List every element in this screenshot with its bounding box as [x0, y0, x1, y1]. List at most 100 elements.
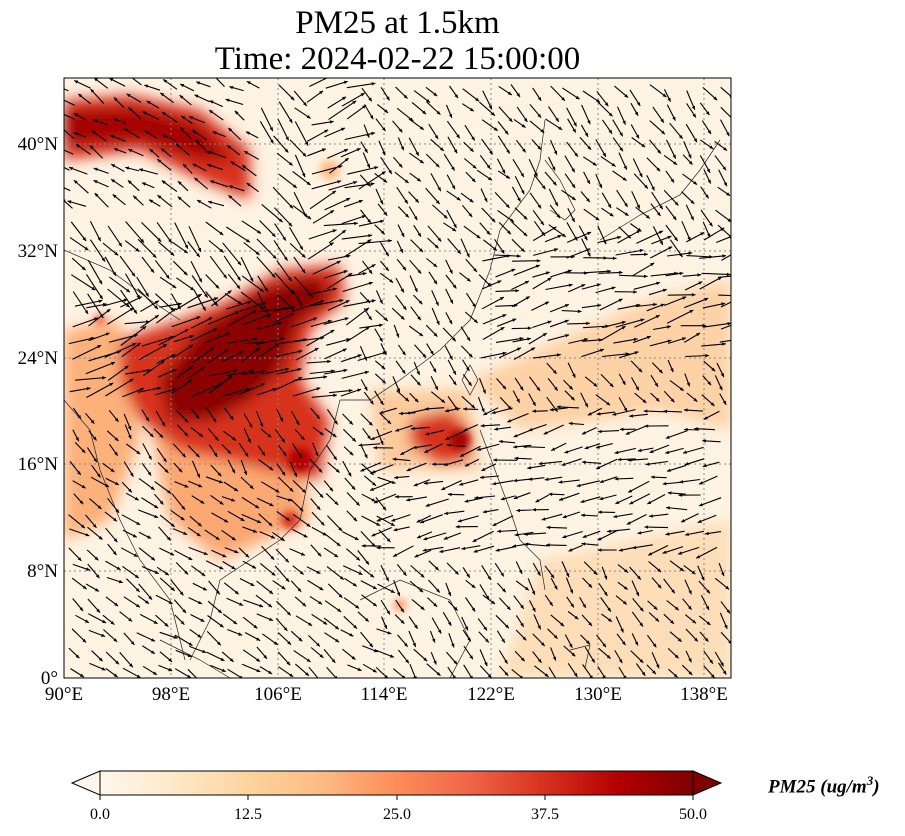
wind-vector-head [81, 484, 86, 489]
wind-vector-head [520, 604, 524, 609]
coastline-taiwan [461, 364, 479, 396]
wind-vector-head [453, 660, 458, 665]
wind-vector-head [677, 638, 682, 642]
wind-vector-head [721, 302, 726, 306]
wind-vector-head [355, 604, 360, 609]
wind-vector-head [415, 151, 419, 156]
wind-vector-shaft [277, 294, 294, 311]
wind-vector-head [524, 532, 528, 536]
wind-vector-head [334, 501, 339, 505]
wind-vector-head [336, 261, 341, 265]
wind-vector-head [242, 165, 246, 169]
wind-vector-shaft [581, 348, 605, 358]
wind-vector-head [452, 337, 456, 342]
wind-vector-head [400, 146, 404, 151]
wind-vector-head [480, 424, 485, 428]
wind-vector-head [82, 638, 87, 643]
wind-vector-head [344, 317, 349, 321]
wind-vector-head [688, 154, 692, 159]
wind-vector-head [517, 197, 521, 202]
wind-vector-head [434, 244, 439, 249]
wind-vector-shaft [550, 269, 572, 278]
wind-vector-head [237, 261, 242, 266]
wind-vector-head [154, 305, 158, 310]
wind-vector-head [425, 432, 430, 436]
wind-vector-head [139, 168, 143, 172]
wind-vector-head [651, 186, 655, 191]
wind-vector-shaft [192, 346, 215, 364]
wind-vector-head [92, 524, 97, 528]
wind-vector-shaft [175, 293, 202, 311]
wind-vector-head [455, 525, 460, 529]
wind-vector-head [525, 296, 530, 300]
wind-vector-head [151, 638, 155, 642]
wind-vector-head [439, 549, 444, 553]
wind-vector-head [571, 652, 576, 657]
wind-vector-head [145, 600, 149, 604]
wind-vector-head [425, 503, 430, 507]
wind-vector-head [259, 422, 263, 427]
wind-vector-head [112, 271, 116, 276]
wind-vector-head [627, 458, 632, 462]
wind-vector-head [642, 399, 647, 403]
wind-vector-shaft [720, 86, 731, 98]
wind-vector-head [415, 198, 419, 203]
wind-vector-head [337, 180, 342, 184]
wind-vector-shaft [173, 344, 194, 359]
wind-vector-shaft [566, 248, 591, 259]
wind-vector-head [481, 467, 486, 471]
wind-vector-head [553, 634, 558, 639]
wind-vector-head [298, 349, 303, 354]
wind-vector-shaft [274, 272, 295, 295]
wind-vector-head [634, 641, 638, 646]
wind-vector-shaft [223, 255, 241, 281]
wind-vector-shaft [306, 129, 329, 142]
wind-vector-shaft [703, 322, 731, 328]
x-tick-label: 122°E [467, 684, 515, 705]
wind-vector-head [215, 284, 220, 289]
wind-vector-head [706, 589, 710, 594]
wind-vector-shaft [663, 296, 687, 307]
wind-vector-shaft [256, 337, 285, 345]
wind-vector-head [348, 389, 353, 393]
wind-vector-shaft [617, 304, 641, 310]
wind-vector-head [611, 286, 616, 290]
wind-vector-head [416, 177, 421, 182]
wind-vector-shaft [311, 394, 338, 398]
wind-vector-head [184, 570, 189, 575]
wind-vector-head [238, 632, 243, 636]
wind-vector-head [423, 536, 428, 541]
wind-vector-head [571, 218, 575, 222]
wind-vector-head [129, 378, 134, 383]
wind-vector-head [221, 668, 226, 672]
wind-vector-head [722, 166, 727, 171]
colorbar: 0.0 12.5 25.0 37.5 50.0 [70, 770, 723, 823]
wind-vector-shaft [138, 343, 168, 361]
wind-vector-head [722, 670, 727, 675]
wind-vector-shaft [273, 306, 296, 312]
wind-vector-head [704, 637, 709, 642]
wind-vector-head [125, 303, 130, 308]
wind-vector-head [283, 627, 288, 631]
wind-vector-head [433, 660, 437, 665]
coastline-philippines [479, 429, 546, 591]
wind-vector-head [515, 289, 519, 293]
wind-vector-head [586, 640, 590, 645]
wind-vector-head [399, 248, 403, 253]
wind-vector-head [656, 167, 661, 172]
wind-vector-head [316, 570, 321, 574]
wind-vector-head [437, 187, 441, 192]
wind-vector-head [346, 198, 351, 202]
wind-vector-shaft [685, 354, 710, 358]
wind-vector-head [464, 626, 468, 631]
wind-vector-head [637, 448, 642, 453]
wind-vector-head [615, 500, 620, 504]
wind-vector-head [513, 495, 518, 500]
wind-vector-shaft [307, 287, 337, 296]
wind-vector-head [552, 226, 557, 231]
wind-vector-head [524, 542, 529, 546]
wind-vector-head [645, 462, 650, 466]
wind-vector-head [148, 455, 152, 460]
wind-vector-shaft [495, 337, 524, 343]
wind-vector-head [501, 638, 505, 643]
